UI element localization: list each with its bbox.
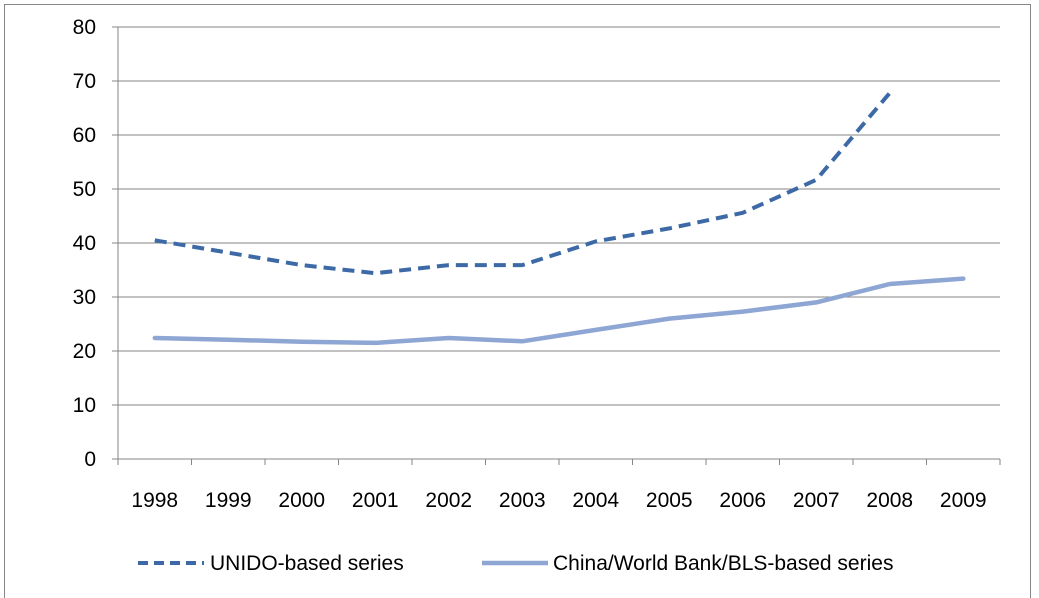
series-line-unido xyxy=(155,93,890,273)
y-tick-label: 60 xyxy=(73,124,96,147)
y-tick-labels: 0 10 20 30 40 50 60 70 80 xyxy=(73,16,118,471)
x-tick-label: 1998 xyxy=(131,489,178,512)
x-tick-label: 2004 xyxy=(572,489,619,512)
y-tick-label: 50 xyxy=(73,178,96,201)
series-lines xyxy=(155,93,964,343)
y-tick-label: 70 xyxy=(73,70,96,93)
y-tick-label: 20 xyxy=(73,340,96,363)
y-tick-label: 10 xyxy=(73,394,96,417)
gridlines xyxy=(118,27,1000,405)
x-tick-label: 2005 xyxy=(646,489,693,512)
y-tick-label: 30 xyxy=(73,286,96,309)
x-tick-label: 2002 xyxy=(425,489,472,512)
x-tick-label: 2001 xyxy=(352,489,399,512)
y-tick-label: 0 xyxy=(84,448,96,471)
x-tick-label: 2009 xyxy=(940,489,987,512)
series-line-china xyxy=(155,279,964,343)
x-tick-label: 2006 xyxy=(719,489,766,512)
legend-label-unido: UNIDO-based series xyxy=(210,552,404,575)
legend: UNIDO-based series China/World Bank/BLS-… xyxy=(138,552,893,575)
x-tick-labels: 1998 1999 2000 2001 2002 2003 2004 2005 2006 2007… xyxy=(118,459,1000,512)
y-tick-label: 40 xyxy=(73,232,96,255)
x-tick-label: 1999 xyxy=(205,489,252,512)
x-tick-label: 2000 xyxy=(278,489,325,512)
x-tick-label: 2003 xyxy=(499,489,546,512)
x-tick-label: 2008 xyxy=(866,489,913,512)
legend-label-china: China/World Bank/BLS-based series xyxy=(553,552,893,575)
x-tick-label: 2007 xyxy=(793,489,840,512)
y-tick-label: 80 xyxy=(73,16,96,39)
